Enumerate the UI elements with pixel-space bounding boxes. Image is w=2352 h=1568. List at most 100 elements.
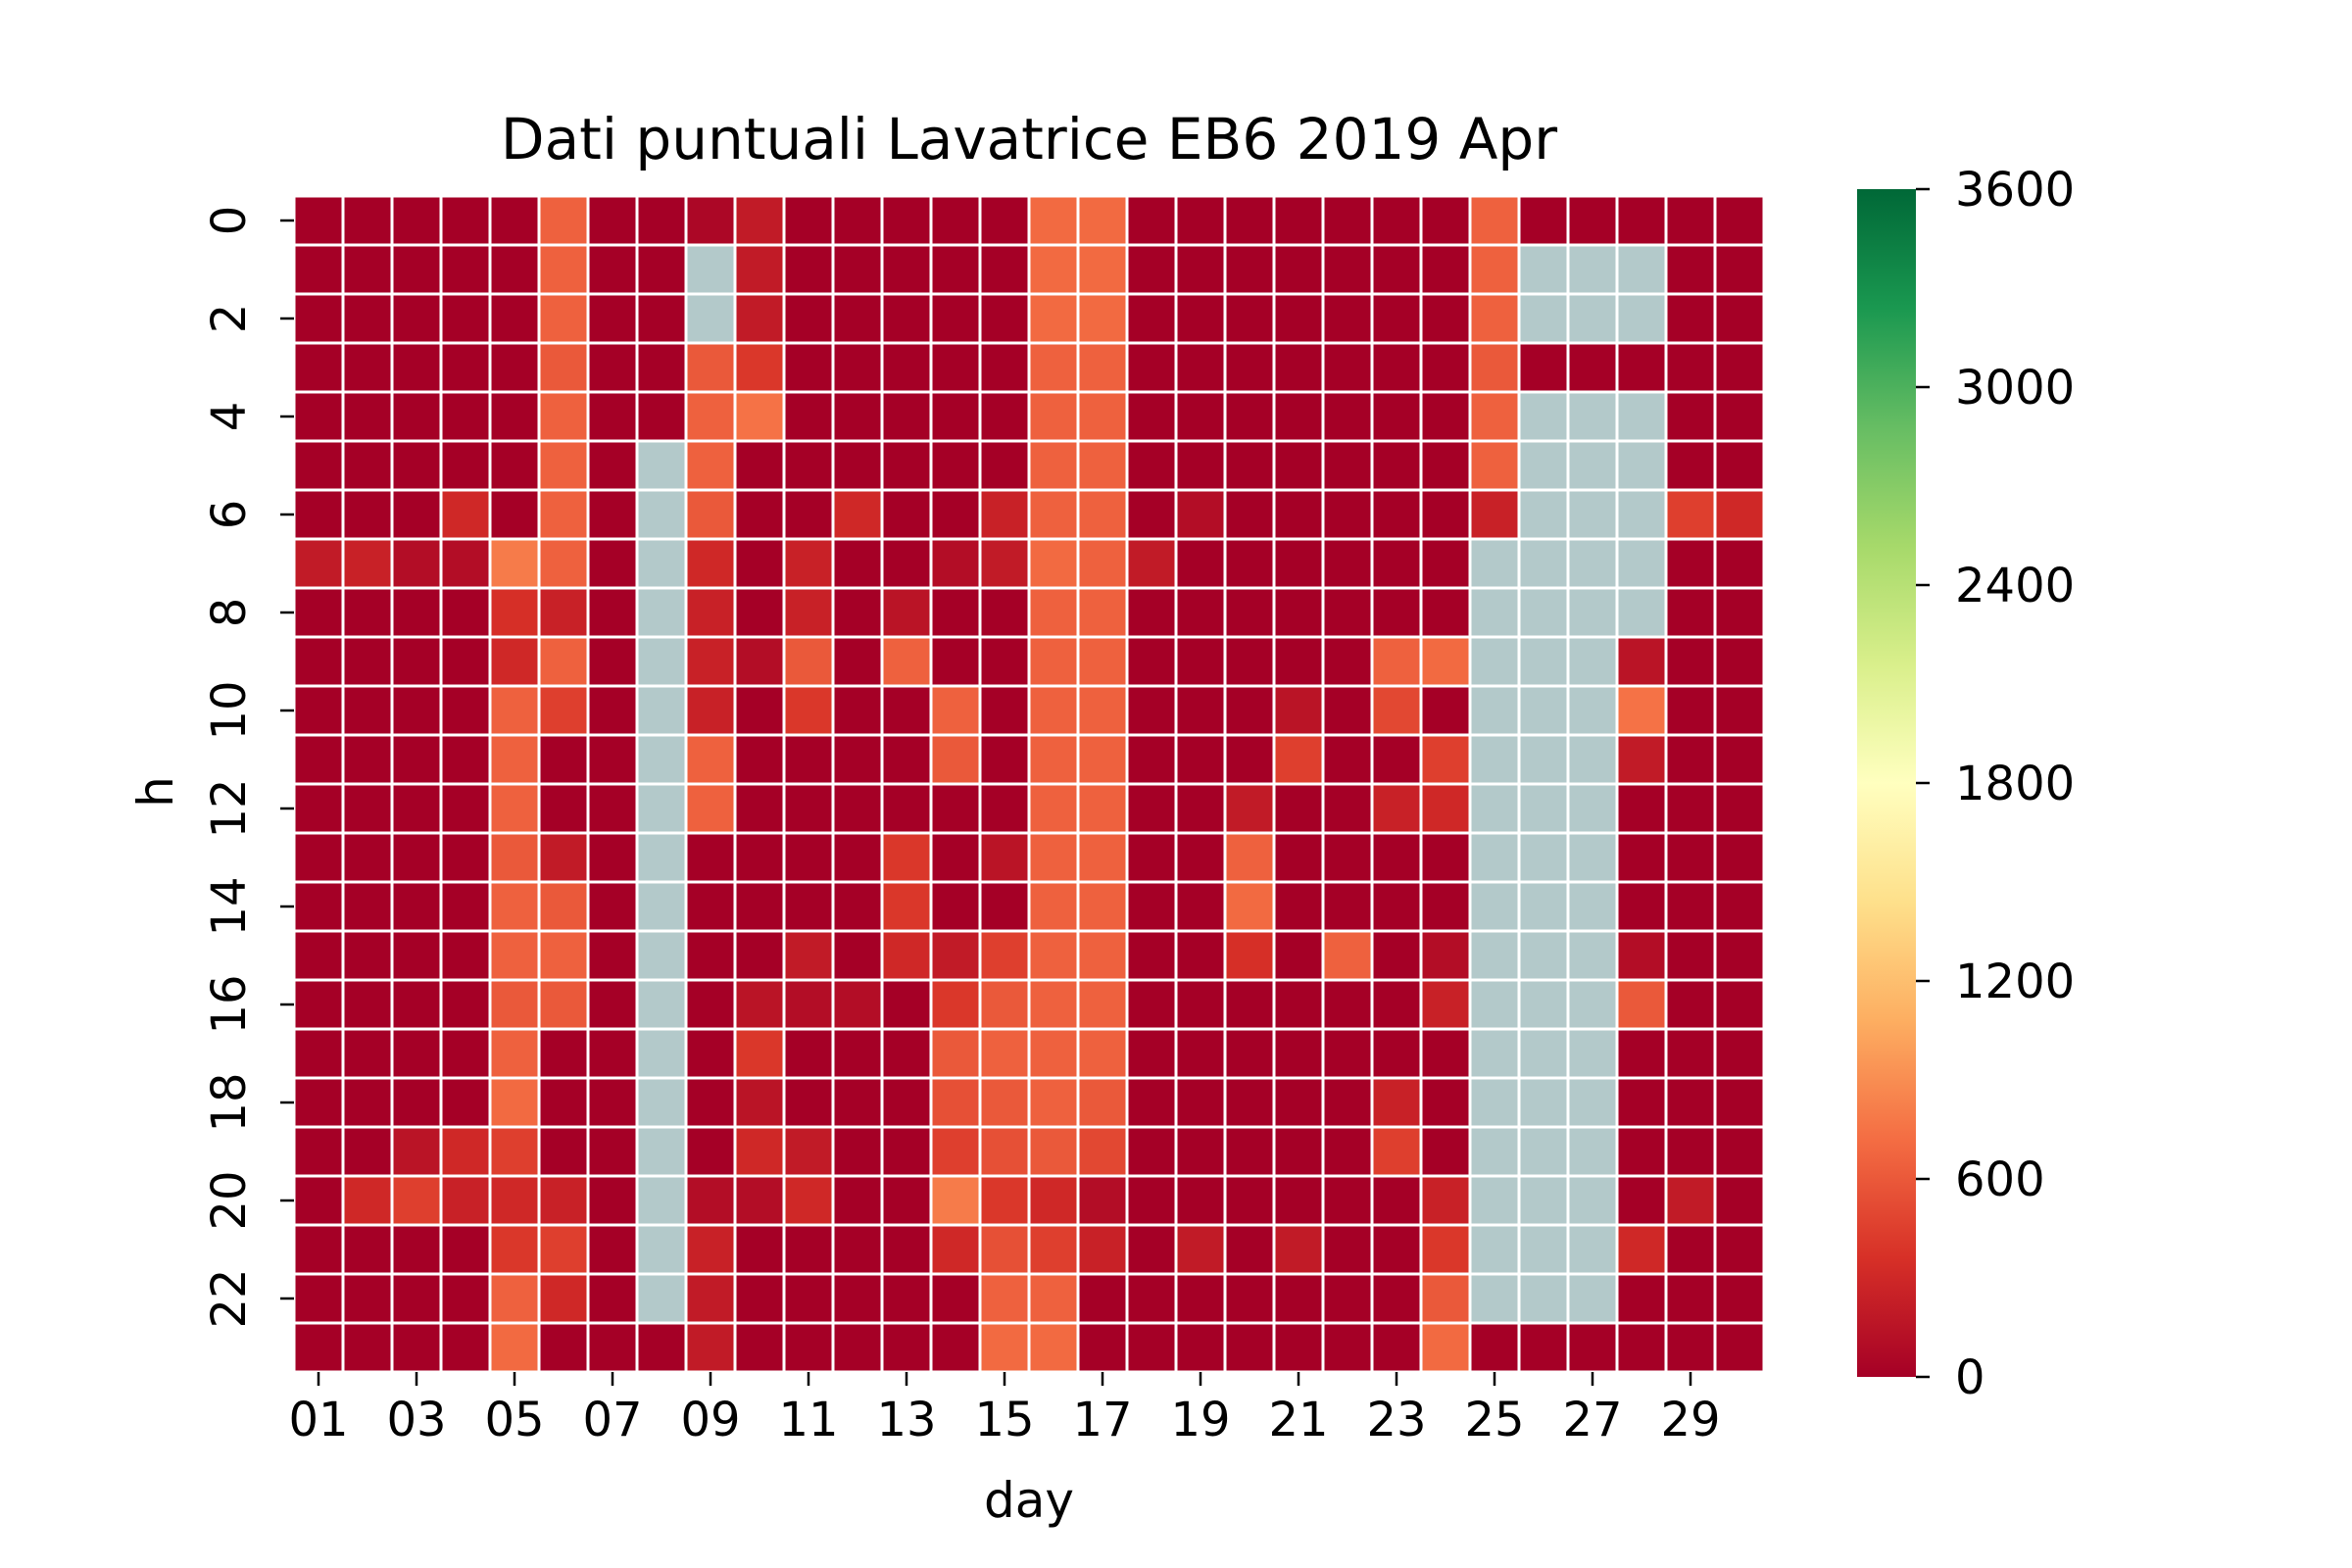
heatmap-cell xyxy=(1125,390,1178,443)
heatmap-cell xyxy=(929,684,982,737)
heatmap-cell xyxy=(292,194,345,247)
heatmap-cell xyxy=(929,586,982,639)
heatmap-cell xyxy=(929,929,982,982)
heatmap-cell xyxy=(1615,1027,1668,1080)
heatmap-cell xyxy=(831,586,884,639)
heatmap-cell xyxy=(1468,390,1521,443)
heatmap-cell xyxy=(1027,341,1080,394)
heatmap-cell xyxy=(929,831,982,884)
y-tick-label: 12 xyxy=(202,778,257,838)
heatmap-cell xyxy=(1664,978,1717,1031)
heatmap-cell xyxy=(341,1027,394,1080)
heatmap-cell xyxy=(1370,243,1423,296)
heatmap-cell xyxy=(488,782,541,835)
heatmap-cell xyxy=(1419,880,1472,933)
heatmap-cell xyxy=(1321,635,1374,688)
y-tick-label: 14 xyxy=(202,876,257,936)
heatmap-cell xyxy=(1223,880,1276,933)
heatmap-cell xyxy=(1370,684,1423,737)
heatmap-cell xyxy=(586,488,639,541)
heatmap-cell xyxy=(292,1174,345,1227)
heatmap-cell xyxy=(1174,194,1227,247)
heatmap-cell xyxy=(684,194,737,247)
heatmap-cell xyxy=(684,1125,737,1178)
heatmap-cell xyxy=(929,243,982,296)
heatmap-cell xyxy=(1517,439,1570,492)
heatmap-cell xyxy=(488,341,541,394)
heatmap-cell xyxy=(1419,782,1472,835)
heatmap-cell xyxy=(880,1174,933,1227)
heatmap-cell xyxy=(1223,782,1276,835)
heatmap-cell xyxy=(390,1076,443,1129)
heatmap-cell xyxy=(1174,488,1227,541)
heatmap-cell xyxy=(537,537,590,590)
heatmap-cell xyxy=(1419,1027,1472,1080)
heatmap-cell xyxy=(586,1125,639,1178)
heatmap-cell xyxy=(1027,243,1080,296)
heatmap-cell xyxy=(1223,684,1276,737)
heatmap-cell xyxy=(1517,488,1570,541)
heatmap-cell xyxy=(1321,537,1374,590)
heatmap-cell xyxy=(1664,1174,1717,1227)
x-tick-label: 29 xyxy=(1660,1393,1720,1447)
heatmap-cell xyxy=(537,1321,590,1374)
heatmap-cell xyxy=(1125,635,1178,688)
heatmap-cell xyxy=(782,635,835,688)
heatmap-cell xyxy=(1615,684,1668,737)
heatmap-cell xyxy=(782,439,835,492)
heatmap-cell xyxy=(1370,880,1423,933)
heatmap-cell xyxy=(782,1321,835,1374)
heatmap-cell xyxy=(978,880,1031,933)
heatmap-cell xyxy=(1615,586,1668,639)
heatmap-cell xyxy=(1027,1076,1080,1129)
colorbar-tick-label: 3000 xyxy=(1955,361,2075,416)
heatmap-cell xyxy=(733,1027,786,1080)
y-tick-label: 20 xyxy=(202,1170,257,1230)
heatmap-cell xyxy=(880,782,933,835)
heatmap-cell xyxy=(1223,390,1276,443)
heatmap-cell xyxy=(341,292,394,345)
heatmap-cell xyxy=(1272,635,1325,688)
heatmap-cell xyxy=(1223,292,1276,345)
heatmap-cell xyxy=(439,390,492,443)
heatmap-cell xyxy=(1566,1174,1619,1227)
heatmap-cell xyxy=(733,488,786,541)
heatmap-cell xyxy=(1664,341,1717,394)
heatmap-cell xyxy=(1174,635,1227,688)
heatmap-cell xyxy=(1517,1321,1570,1374)
heatmap-cell xyxy=(586,733,639,786)
heatmap-cell xyxy=(1027,390,1080,443)
heatmap-cell xyxy=(1419,1321,1472,1374)
heatmap-cell xyxy=(1370,341,1423,394)
heatmap-cell xyxy=(439,1076,492,1129)
heatmap-cell xyxy=(831,978,884,1031)
x-tick-label: 05 xyxy=(484,1393,544,1447)
heatmap-cell xyxy=(586,292,639,345)
heatmap-cell xyxy=(1370,488,1423,541)
heatmap-cell xyxy=(537,733,590,786)
heatmap-cell xyxy=(733,831,786,884)
heatmap-cell xyxy=(733,341,786,394)
heatmap-cell xyxy=(1468,243,1521,296)
heatmap-cell xyxy=(1321,390,1374,443)
heatmap-cell xyxy=(733,292,786,345)
heatmap-cell xyxy=(1468,635,1521,688)
heatmap-cell xyxy=(292,1223,345,1276)
heatmap-cell xyxy=(1517,1223,1570,1276)
heatmap-cell xyxy=(341,635,394,688)
heatmap-cell xyxy=(782,292,835,345)
heatmap-cell xyxy=(1664,782,1717,835)
heatmap-cell xyxy=(537,1174,590,1227)
heatmap-cell xyxy=(537,1223,590,1276)
x-tick-label: 21 xyxy=(1268,1393,1328,1447)
heatmap-cell xyxy=(1615,880,1668,933)
y-tick-label: 4 xyxy=(202,402,257,432)
heatmap-cell xyxy=(1566,439,1619,492)
heatmap-cell xyxy=(1664,586,1717,639)
heatmap-cell xyxy=(880,390,933,443)
heatmap-cell xyxy=(1076,831,1129,884)
heatmap-cell xyxy=(1125,1272,1178,1325)
heatmap-cell xyxy=(880,341,933,394)
heatmap-cell xyxy=(439,194,492,247)
heatmap-cell xyxy=(978,1076,1031,1129)
